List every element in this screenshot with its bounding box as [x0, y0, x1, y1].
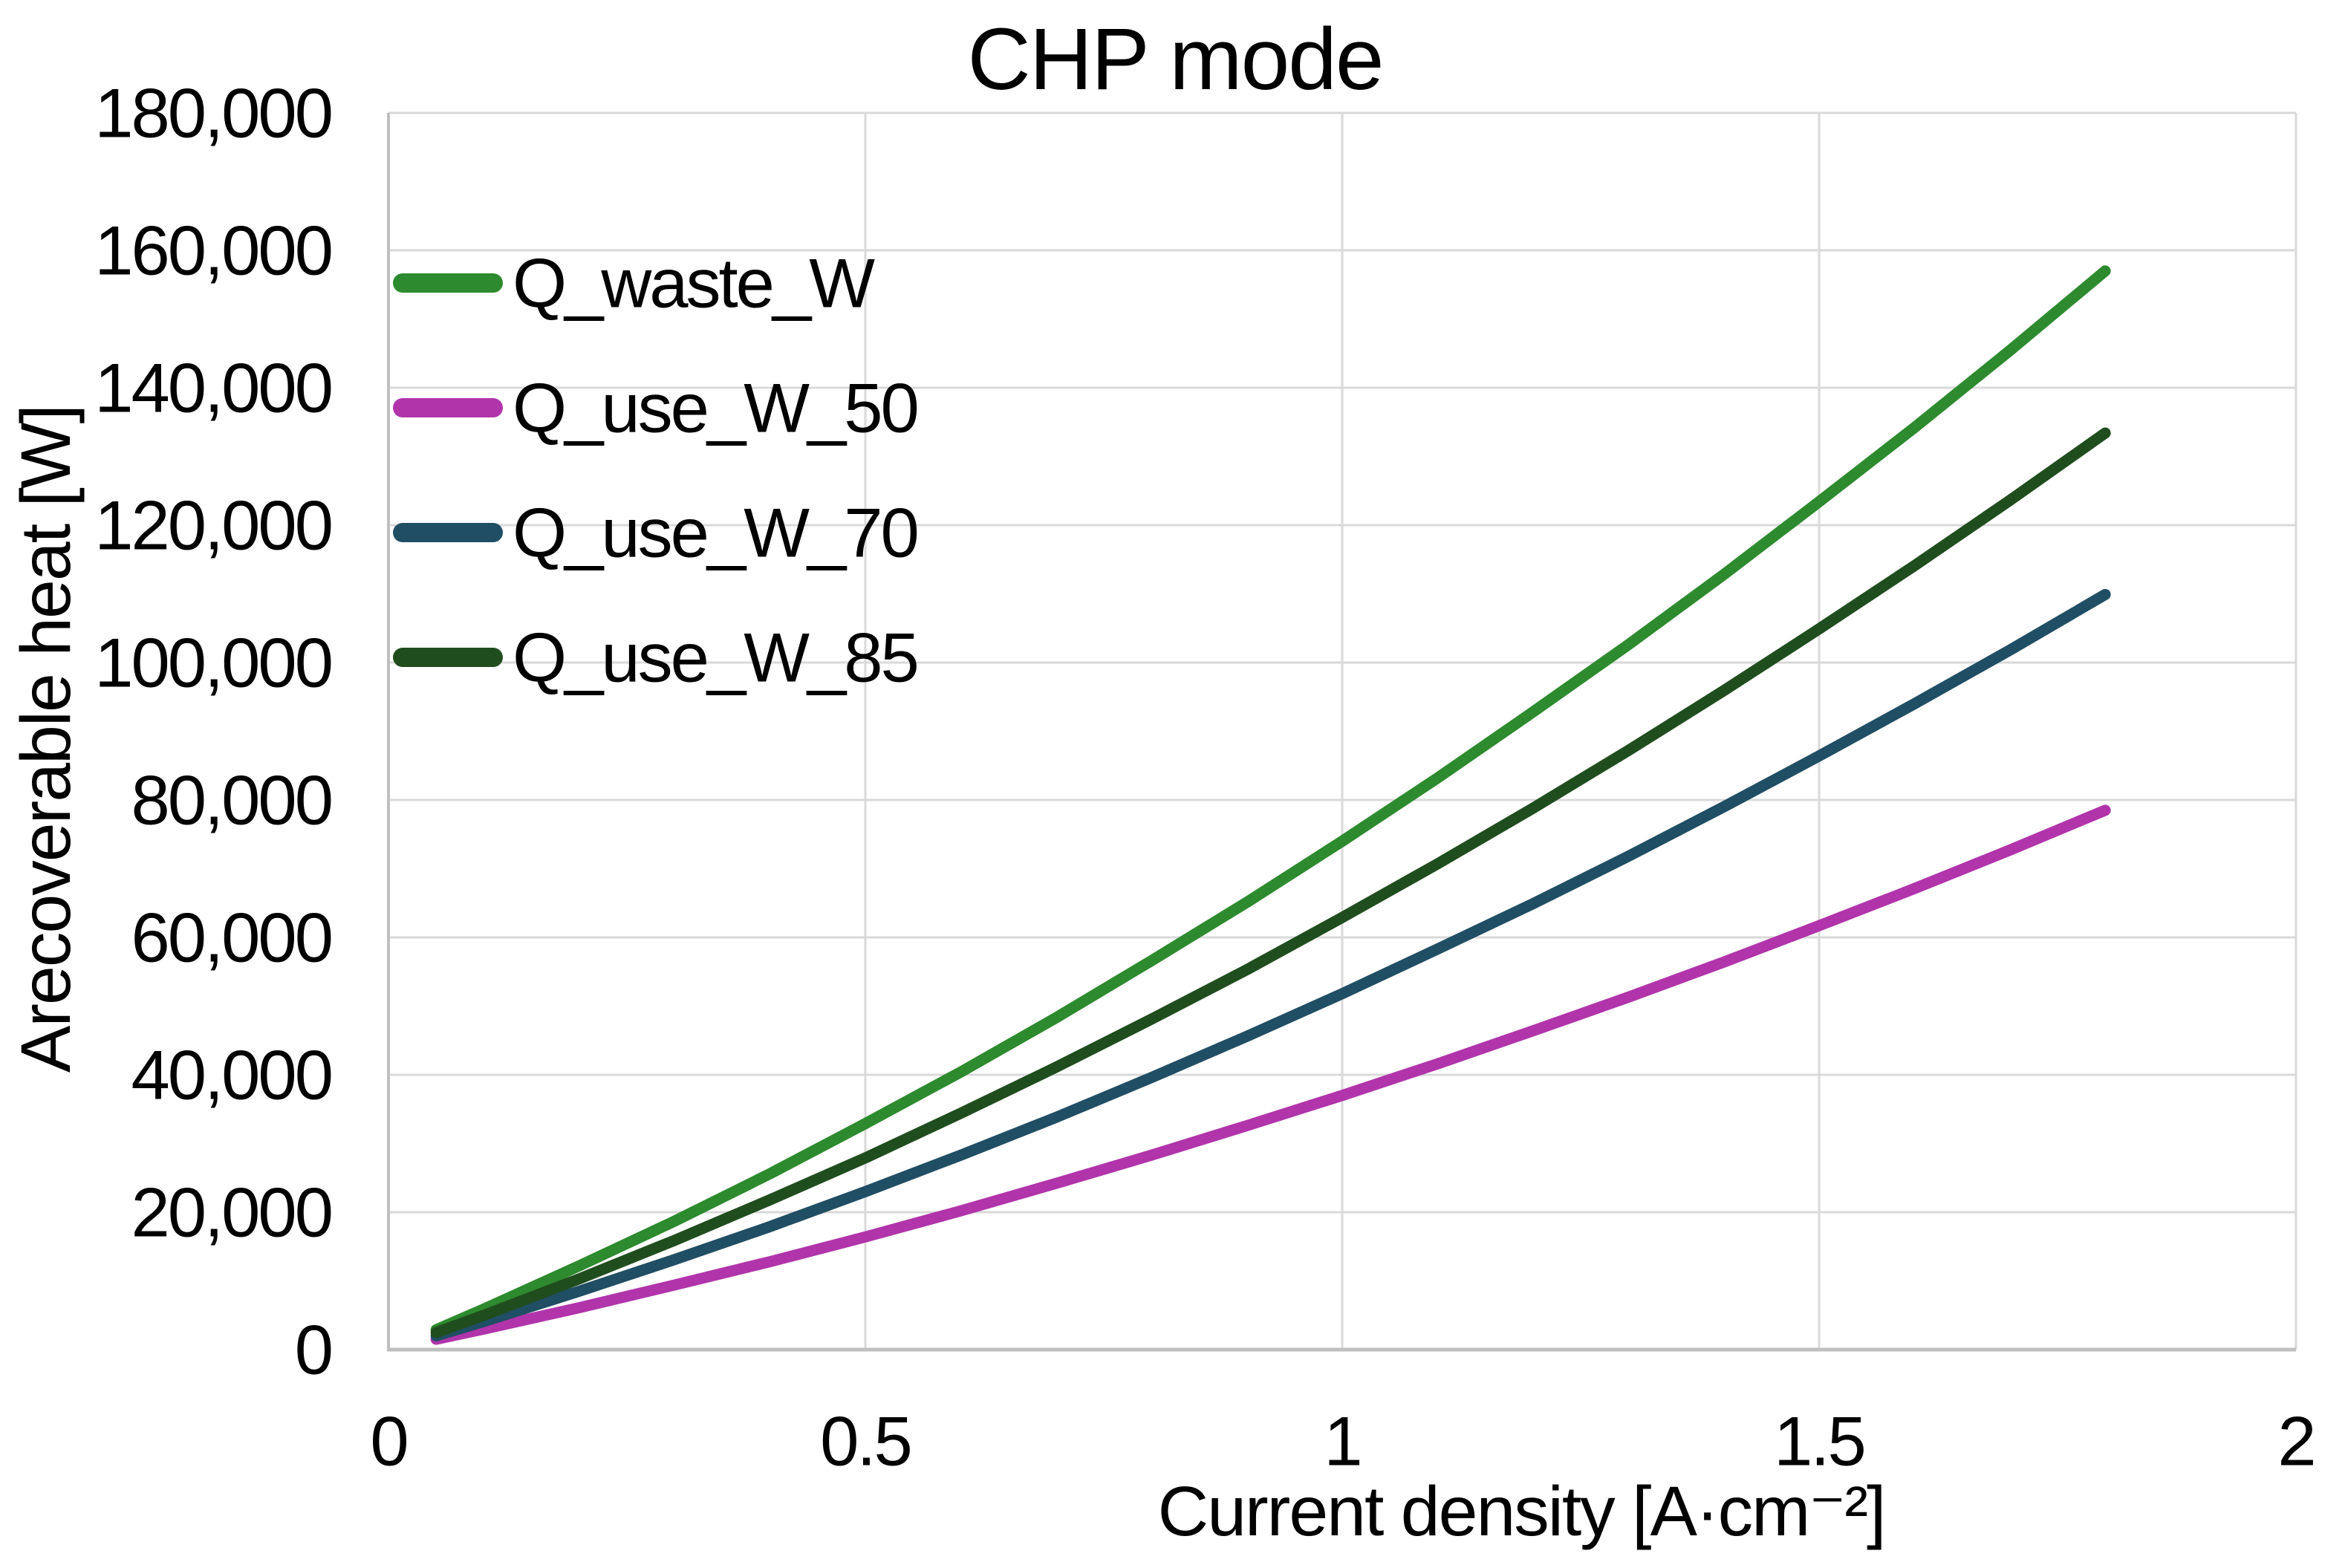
x-tick-label: 2: [2277, 1402, 2314, 1480]
y-tick-label: 0: [295, 1311, 331, 1389]
x-tick-label: 0.5: [820, 1402, 911, 1480]
y-tick-label: 20,000: [131, 1174, 331, 1252]
legend-label: Q_use_W_50: [513, 369, 917, 447]
legend-item: Q_use_W_50: [393, 369, 920, 447]
y-tick-label: 60,000: [131, 899, 331, 977]
series-line-Q_waste_W: [430, 265, 2111, 1336]
axis-lines: [387, 113, 2296, 1352]
series-line-Q_use_W_70: [430, 588, 2111, 1341]
x-axis-title: Current density [A·cm⁻²]: [1158, 1472, 1885, 1551]
y-axis-tick-labels: 0 20,000 40,000 60,000 80,000 100,000 120,000 1…: [94, 74, 334, 1389]
y-tick-label: 140,000: [94, 349, 331, 427]
series-line-Q_use_W_85: [430, 427, 2111, 1338]
legend-label: Q_waste_W: [513, 244, 875, 322]
x-axis-tick-labels: 0 0.5 1 1.5 2: [370, 1402, 2316, 1480]
y-tick-label: 160,000: [94, 212, 331, 290]
legend-item: Q_waste_W: [393, 244, 877, 322]
legend-item: Q_use_W_85: [393, 619, 920, 697]
series-line-Q_use_W_50: [430, 804, 2111, 1345]
y-tick-label: 120,000: [94, 487, 331, 565]
legend-item: Q_use_W_70: [393, 494, 920, 572]
x-tick-label: 1.5: [1774, 1402, 1864, 1480]
legend: Q_waste_W Q_use_W_50 Q_use_W_70 Q_use_W_85: [393, 244, 920, 697]
legend-label: Q_use_W_70: [513, 494, 917, 572]
y-tick-label: 180,000: [94, 74, 331, 152]
chart-title: CHP mode: [968, 10, 1383, 108]
x-tick-label: 0: [370, 1402, 406, 1480]
y-axis-title: Arecoverable heat [W]: [7, 406, 85, 1073]
y-tick-label: 40,000: [131, 1036, 331, 1114]
series-lines: [430, 265, 2111, 1345]
x-tick-label: 1: [1324, 1402, 1360, 1480]
y-tick-label: 80,000: [131, 761, 331, 839]
legend-label: Q_use_W_85: [513, 619, 917, 697]
y-tick-label: 100,000: [94, 624, 331, 702]
